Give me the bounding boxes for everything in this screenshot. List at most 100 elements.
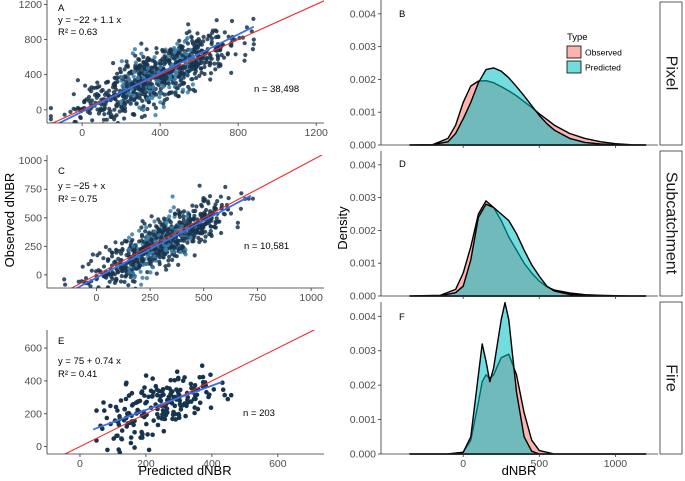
scatter-point: [119, 428, 125, 433]
scatter-point: [145, 432, 150, 437]
density-panel-d: 0.000 0.001 0.002 0.003 0.004 D: [350, 151, 658, 303]
scatter-point: [124, 84, 130, 89]
x-tick-label: 800: [229, 127, 247, 139]
scatter-point: [140, 98, 145, 103]
scatter-point: [156, 227, 161, 232]
n-label-a: n = 38,498: [254, 84, 299, 95]
scatter-point: [172, 378, 177, 383]
n-label-e: n = 203: [243, 408, 275, 419]
scatter-point: [154, 46, 159, 51]
scatter-point: [157, 249, 162, 254]
scatter-point: [114, 248, 119, 253]
scatter-point: [87, 293, 91, 297]
scatter-point: [167, 254, 172, 259]
scatter-point: [113, 240, 118, 245]
scatter-point: [185, 90, 190, 95]
scatter-point: [151, 102, 156, 107]
scatter-point: [152, 219, 157, 224]
scatter-point: [189, 385, 194, 391]
scatter-point: [177, 58, 182, 64]
scatter-point: [190, 82, 195, 87]
scatter-point: [132, 77, 138, 83]
scatter-point: [208, 71, 214, 76]
x-tick-label: 1000: [299, 292, 323, 304]
scatter-point: [142, 385, 147, 390]
scatter-point: [112, 280, 117, 285]
r2-e: R² = 0.41: [58, 369, 97, 380]
scatter-point: [137, 63, 142, 68]
scatter-point: [169, 225, 174, 230]
panel-letter-e: E: [58, 336, 64, 347]
scatter-point: [119, 436, 124, 441]
scatter-point: [101, 400, 106, 405]
scatter-point: [158, 100, 163, 105]
scatter-point: [177, 214, 182, 220]
scatter-point: [188, 381, 194, 387]
scatter-point: [80, 293, 84, 297]
scatter-point: [146, 100, 152, 105]
scatter-point: [191, 396, 197, 402]
x-tick-label: 600: [269, 458, 287, 470]
scatter-point: [119, 251, 124, 256]
scatter-point: [48, 106, 54, 111]
scatter-point: [149, 96, 155, 101]
equation-e: y = 75 + 0.74 x: [58, 356, 121, 367]
scatter-point: [221, 55, 227, 60]
scatter-point: [166, 81, 171, 86]
scatter-point: [150, 393, 155, 399]
scatter-point: [150, 265, 156, 270]
scatter-point: [163, 55, 168, 61]
scatter-point: [193, 228, 198, 234]
scatter-point: [122, 67, 127, 72]
scatter-point: [183, 236, 188, 241]
scatter-point: [88, 101, 93, 106]
scatter-point: [105, 79, 110, 85]
scatter-point: [158, 255, 163, 260]
scatter-point: [242, 41, 247, 46]
scatter-point: [127, 270, 132, 275]
scatter-point: [142, 221, 147, 226]
scatter-point: [108, 403, 113, 409]
scatter-point: [180, 378, 186, 384]
scatter-point: [194, 75, 199, 81]
scatter-point: [167, 91, 172, 96]
scatter-point: [193, 89, 198, 94]
scatter-point: [152, 55, 157, 60]
scatter-point: [151, 232, 156, 237]
scatter-point: [96, 93, 101, 98]
scatter-point: [215, 199, 220, 204]
scatter-point: [131, 74, 136, 79]
scatter-point: [214, 216, 219, 221]
scatter-point: [170, 229, 175, 234]
scatter-point: [166, 258, 171, 263]
scatter-point: [192, 410, 197, 416]
scatter-point: [115, 79, 120, 84]
legend-key-predicted: [566, 60, 582, 74]
scatter-point: [171, 205, 176, 210]
scatter-point: [111, 61, 116, 66]
scatter-point: [130, 112, 135, 117]
x-tick-label: 0: [77, 458, 83, 470]
scatter-point: [199, 363, 205, 369]
scatter-point: [164, 267, 169, 272]
scatter-point: [198, 211, 203, 216]
scatter-point: [148, 270, 153, 275]
scatter-point: [189, 67, 194, 72]
facet-strip-subcatchment: Subcatchment: [659, 150, 683, 297]
y-tick-label: 0: [36, 104, 42, 116]
legend-label-observed: Observed: [585, 48, 622, 58]
scatter-point: [126, 235, 132, 240]
scatter-point: [157, 259, 162, 264]
scatter-point: [172, 46, 177, 51]
scatter-points-e: [94, 363, 234, 454]
scatter-point: [115, 75, 120, 81]
scatter-point: [95, 253, 100, 258]
facet-label-subcatchment: Subcatchment: [663, 172, 680, 275]
scatter-point: [168, 391, 173, 397]
scatter-point: [184, 403, 189, 409]
scatter-point: [147, 223, 152, 228]
scatter-point: [117, 413, 122, 419]
scatter-point: [190, 203, 195, 208]
y-tick-label: 200: [24, 408, 42, 420]
